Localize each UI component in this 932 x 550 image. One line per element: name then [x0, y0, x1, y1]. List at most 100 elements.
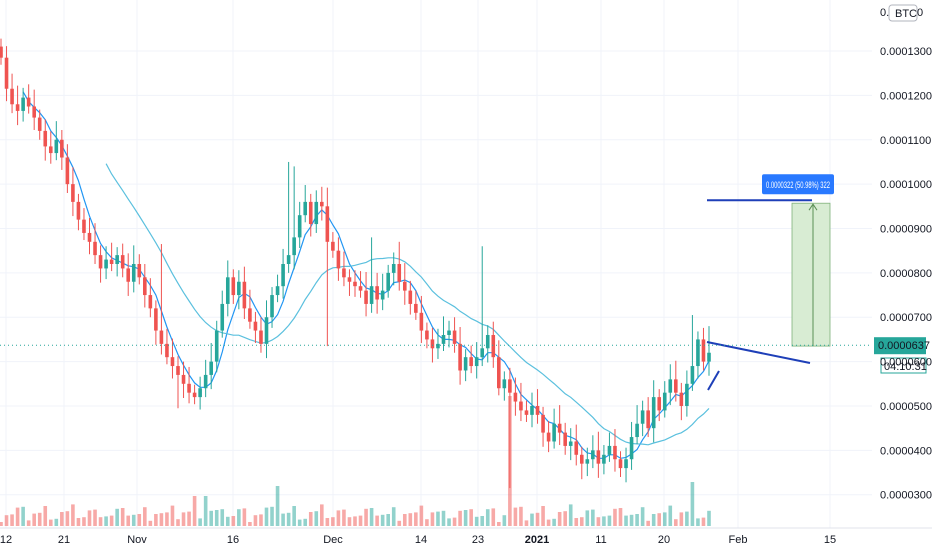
candle-body — [82, 219, 86, 233]
volume-bar — [331, 517, 335, 526]
volume-bar — [408, 513, 413, 526]
candle-body — [104, 259, 108, 269]
volume-bar — [563, 511, 567, 526]
volume-bar — [364, 508, 368, 526]
price-tick-label: 0.0000500 — [880, 401, 932, 413]
volume-bar — [0, 522, 3, 526]
candle-body — [187, 383, 191, 393]
candle-body — [154, 308, 158, 331]
volume-bar — [148, 520, 153, 526]
candle-body — [397, 264, 402, 282]
volume-bar — [436, 511, 440, 526]
candle-body — [436, 343, 440, 349]
volume-bar — [65, 511, 70, 526]
candle-body — [519, 401, 523, 411]
volume-bar — [37, 512, 42, 526]
time-axis[interactable]: 12 21 Nov 16 Dec 14 23 2021 11 20 Feb 15 — [0, 527, 932, 546]
candle-body — [662, 392, 667, 411]
candle-body — [26, 97, 31, 107]
candle-body — [469, 357, 473, 367]
candle-body — [364, 290, 368, 304]
candle-body — [452, 330, 457, 344]
volume-bar — [391, 507, 396, 526]
volume-bar — [485, 509, 490, 526]
measure-label: 0.0000322 (50.98%) 322 — [766, 180, 830, 191]
candle-body — [602, 454, 606, 464]
volume-bar — [591, 509, 595, 526]
candlesticks — [0, 38, 711, 489]
volume-bar — [137, 514, 142, 526]
candle-body — [690, 366, 695, 384]
candle-body — [131, 264, 136, 282]
candle-body — [596, 450, 601, 464]
candle-body — [98, 255, 103, 269]
candle-body — [651, 397, 656, 429]
volume-bar — [386, 514, 390, 526]
candle-body — [4, 57, 9, 89]
volume-bar — [4, 515, 9, 526]
candle-body — [115, 255, 119, 264]
candle-body — [657, 397, 662, 411]
candle-body — [292, 237, 296, 256]
time-tick-label: 11 — [595, 534, 606, 546]
volume-bar — [203, 496, 208, 526]
volume-bar — [320, 504, 324, 526]
candle-body — [369, 286, 374, 304]
measure-range-box[interactable] — [791, 202, 831, 347]
candle-body — [253, 321, 258, 331]
volume-bar — [458, 510, 462, 526]
countdown-label: 04:10:31 — [884, 361, 927, 373]
volume-bar — [248, 522, 252, 526]
candle-body — [568, 441, 573, 446]
candle-body — [37, 117, 42, 131]
currency-badge[interactable] — [888, 4, 918, 22]
candle-body — [220, 303, 225, 331]
volume-bar — [491, 508, 496, 526]
volume-bar — [513, 507, 518, 526]
volume-bar — [657, 513, 662, 526]
volume-bar — [579, 517, 584, 526]
candle-body — [701, 339, 706, 362]
candle-body — [198, 388, 202, 398]
candle-body — [419, 312, 424, 331]
candle-body — [707, 352, 711, 362]
volume-bar — [104, 516, 108, 526]
time-tick-label: 16 — [227, 534, 239, 546]
candle-body — [347, 277, 352, 282]
volume-bar — [469, 509, 473, 526]
volume-bar — [685, 511, 689, 526]
measure-tool[interactable]: 0.0000322 (50.98%) 322 — [707, 174, 834, 347]
volume-bar — [480, 516, 485, 526]
candle-body — [214, 330, 219, 362]
volume-bar — [662, 512, 667, 526]
volume-bar — [292, 506, 296, 526]
trendline-ascending[interactable] — [707, 370, 720, 391]
volume-bars — [0, 396, 711, 526]
volume-bar — [325, 518, 330, 526]
volume-bar — [535, 512, 540, 526]
volume-bar — [607, 515, 612, 526]
price-axis[interactable]: 0. BTC 0 0.0000637 04:10:31 0.0001300 0.0… — [872, 0, 932, 528]
candle-body — [618, 459, 623, 469]
candle-body — [264, 317, 269, 344]
time-tick-label: Nov — [127, 534, 147, 546]
volume-bar — [82, 517, 86, 526]
measure-arrowhead — [808, 203, 818, 211]
volume-bar — [165, 512, 169, 526]
volume-bar — [259, 514, 263, 526]
candle-body — [696, 339, 700, 367]
volume-bar — [297, 519, 302, 526]
candle-body — [629, 437, 634, 460]
volume-bar — [613, 508, 617, 526]
candle-body — [474, 357, 479, 367]
candle-body — [176, 366, 180, 375]
volume-bar — [358, 515, 363, 526]
volume-bar — [524, 520, 529, 526]
candle-body — [320, 201, 324, 207]
volume-bar — [414, 512, 418, 526]
candle-body — [21, 97, 25, 111]
price-tick-label: 0.0000900 — [880, 224, 932, 236]
volume-bar — [270, 506, 274, 526]
